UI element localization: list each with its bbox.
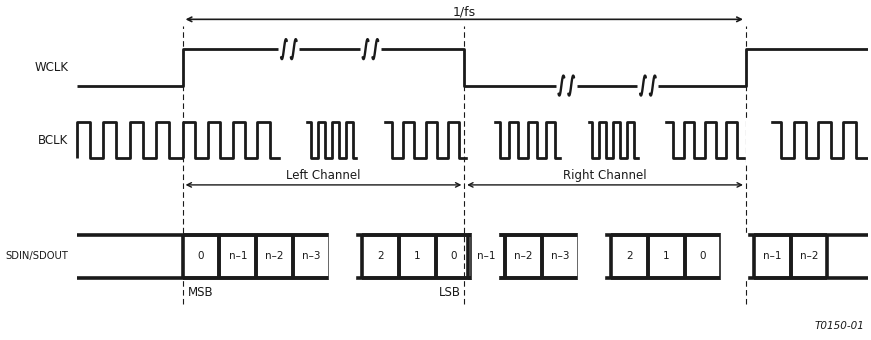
Text: 2: 2	[626, 251, 633, 261]
Text: WCLK: WCLK	[35, 61, 69, 74]
Text: 0: 0	[198, 251, 205, 261]
Text: n–1: n–1	[477, 251, 496, 261]
Text: n–2: n–2	[266, 251, 284, 261]
Text: n–3: n–3	[550, 251, 570, 261]
Text: 1: 1	[414, 251, 421, 261]
Text: 0: 0	[699, 251, 706, 261]
Text: Left Channel: Left Channel	[287, 169, 361, 182]
Text: MSB: MSB	[188, 286, 214, 299]
Text: 2: 2	[377, 251, 384, 261]
Text: Right Channel: Right Channel	[564, 169, 647, 182]
Text: n–2: n–2	[514, 251, 533, 261]
Text: LSB: LSB	[439, 286, 461, 299]
Text: 1: 1	[663, 251, 670, 261]
Text: n–2: n–2	[800, 251, 819, 261]
Text: n–1: n–1	[228, 251, 247, 261]
Text: BCLK: BCLK	[38, 134, 69, 147]
Text: 0: 0	[451, 251, 457, 261]
Text: n–1: n–1	[763, 251, 781, 261]
Text: 1/fs: 1/fs	[453, 5, 476, 18]
Text: T0150-01: T0150-01	[814, 321, 864, 330]
Text: SDIN/SDOUT: SDIN/SDOUT	[5, 251, 69, 261]
Text: n–3: n–3	[302, 251, 321, 261]
